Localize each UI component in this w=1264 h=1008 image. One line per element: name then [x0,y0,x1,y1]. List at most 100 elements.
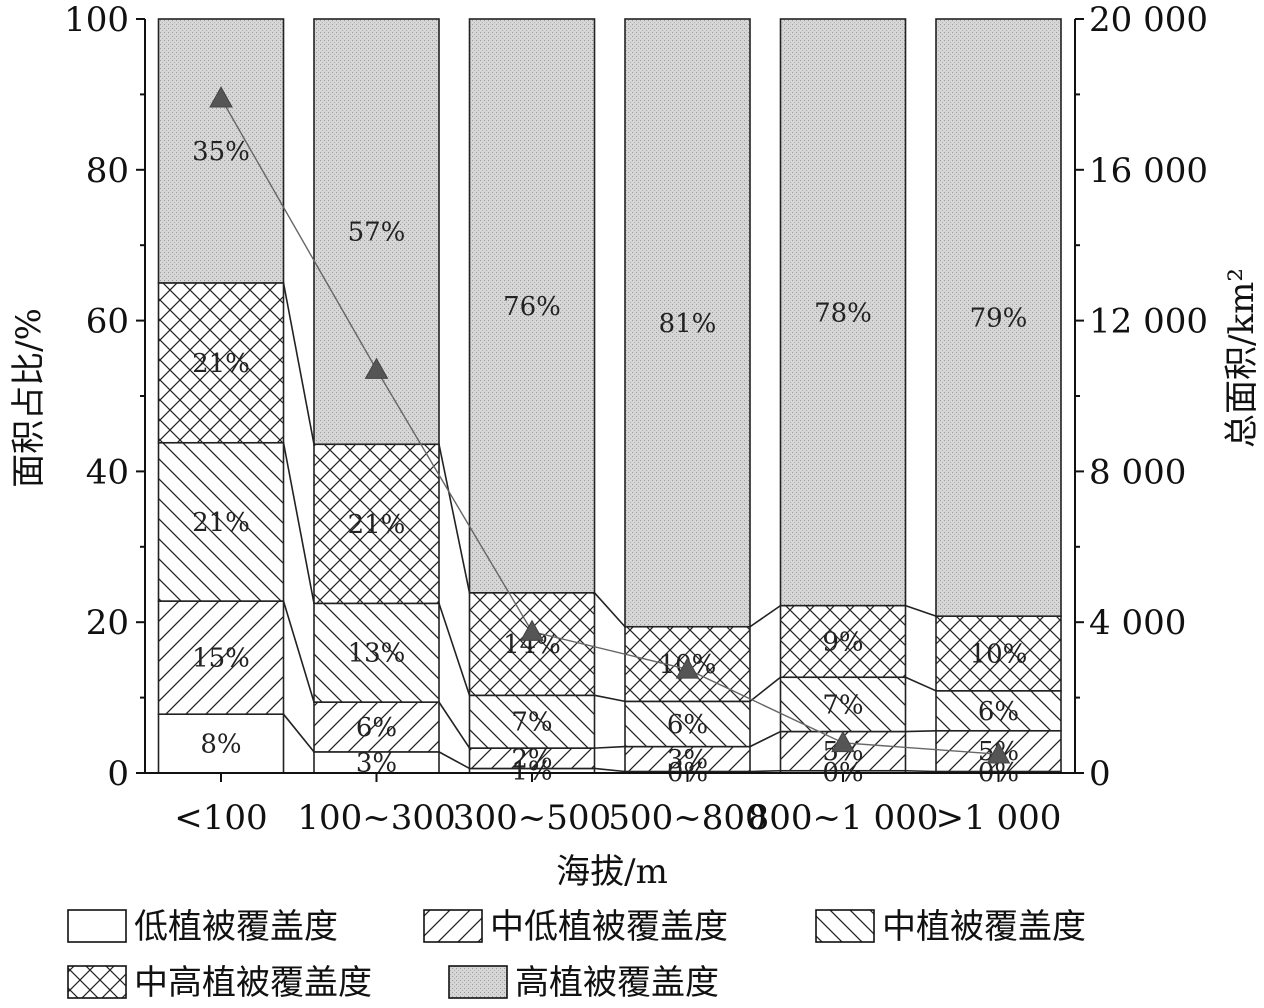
y-tick-label: 100 [64,0,129,40]
line-marker [209,86,233,108]
bar-segment-1-0 [157,600,285,715]
data-label: 6% [356,713,397,743]
bar-segment-4-3 [624,18,751,628]
y-axis-title: 面积占比/% [9,308,49,488]
legend-swatch [448,965,508,999]
data-label: 35% [192,137,250,167]
legend-item: 中高植被覆盖度 [67,963,372,1003]
legend-label: 低植被覆盖度 [134,907,338,947]
x-tick-label: 100~300 [297,798,455,838]
data-label: 2% [511,744,552,774]
connector-line [905,604,937,617]
bar-segment-3-2 [468,591,596,697]
legend-label: 高植被覆盖度 [515,963,719,1003]
bar-segment-4-0 [157,18,285,284]
total-area-line [220,97,999,755]
data-label: 10% [970,639,1028,669]
connector-line [282,282,315,445]
connector-line [282,600,315,703]
connector-line [749,769,781,773]
line-marker [520,619,544,641]
bar-segment-1-1 [313,701,440,753]
data-label: 79% [970,304,1028,334]
bar-segment-3-0 [157,282,285,444]
data-label: 78% [814,298,872,328]
connector-line [749,730,781,748]
connector-line [749,604,781,628]
connector-line [905,729,937,733]
legend-label: 中高植被覆盖度 [134,963,372,1003]
data-label: 13% [348,639,406,669]
line-marker [986,742,1011,764]
connector-line [593,592,626,628]
y2-tick-label: 8 000 [1089,452,1186,492]
legend-swatch [67,965,127,999]
y2-tick-label: 16 000 [1089,151,1208,191]
bar-segment-2-0 [157,441,285,602]
line-marker [364,357,389,379]
bar-segment-4-5 [935,18,1062,617]
legend-item: 高植被覆盖度 [448,963,719,1003]
x-tick-label: <100 [174,798,267,838]
data-label: 21% [192,349,250,379]
connector-line [438,751,470,770]
legend-label: 中植被覆盖度 [882,907,1086,947]
connector-line [594,745,626,749]
data-label: 21% [192,508,250,538]
bar-segment-3-4 [779,604,907,679]
data-label: 6% [667,710,708,740]
legend-swatch [423,909,483,943]
connector-line [905,769,937,773]
bar-segment-3-1 [313,443,440,605]
line-marker [675,657,700,679]
x-tick-label: 800~1 000 [748,798,939,838]
legend-item: 中植被覆盖度 [815,907,1086,947]
data-label: 6% [978,697,1019,727]
data-label: 76% [503,292,561,322]
data-label: 21% [348,510,406,540]
x-tick-label: 300~500 [453,798,611,838]
connector-line [282,442,315,604]
legend-label: 中低植被覆盖度 [490,907,728,947]
legend-swatch [67,909,127,943]
data-label: 9% [822,627,863,657]
legend-item: 低植被覆盖度 [67,907,338,947]
connector-line [438,701,471,749]
y-tick-label: 0 [107,754,129,794]
data-label: 8% [200,730,241,760]
bar-segment-0-0 [157,713,285,774]
y2-axis-title: 总面积/km² [1222,268,1262,448]
x-tick-label: >1 000 [936,798,1062,838]
connector-line [438,444,471,593]
data-label: 7% [822,690,863,720]
connector-line [282,713,315,753]
data-label: 81% [659,309,717,339]
connector-line [749,676,781,702]
data-label: 7% [511,708,552,738]
y2-tick-label: 20 000 [1089,0,1208,40]
bar-segment-2-3 [624,700,751,748]
y2-tick-label: 0 [1089,754,1111,794]
connector-line [438,603,471,696]
y2-tick-label: 4 000 [1089,603,1186,643]
line-marker [831,730,855,753]
bar-segment-4-2 [468,18,596,594]
y-tick-label: 80 [86,151,129,191]
x-axis-title: 海拔/m [556,852,668,892]
y-tick-label: 20 [86,603,129,643]
connector-line [905,676,937,692]
y-tick-label: 60 [86,302,129,342]
legend-swatch [815,909,875,943]
data-label: 3% [667,745,708,775]
x-tick-label: 500~800 [608,798,766,838]
bar-segment-2-2 [468,694,596,749]
connector-line [594,767,626,773]
data-label: 57% [348,218,406,248]
connector-line [594,694,626,703]
y2-tick-label: 12 000 [1089,302,1208,342]
data-label: 15% [192,644,250,674]
y-tick-label: 40 [86,452,129,492]
bar-segment-4-4 [779,18,907,607]
legend-item: 中低植被覆盖度 [423,907,728,947]
